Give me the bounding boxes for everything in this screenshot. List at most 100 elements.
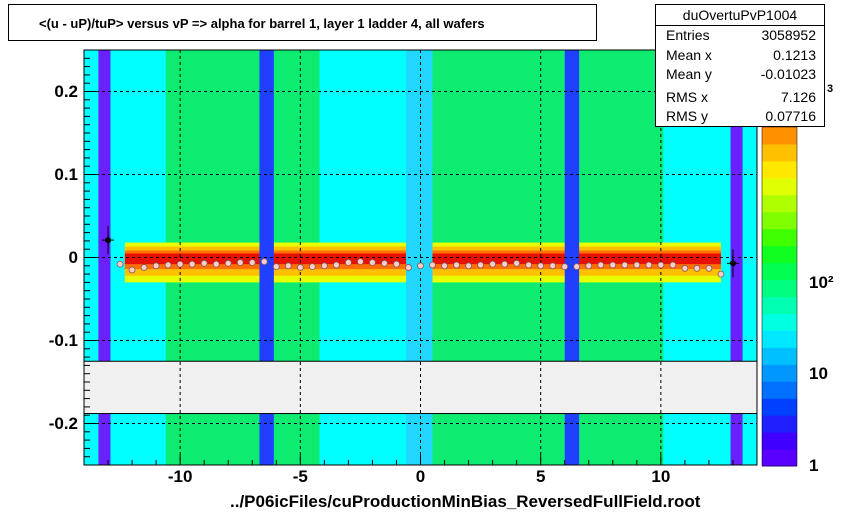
profile-point bbox=[296, 264, 304, 271]
profile-point bbox=[477, 261, 484, 269]
y-tick-label: -0.1 bbox=[48, 330, 78, 350]
profile-point bbox=[308, 263, 316, 271]
colorbar-segment bbox=[762, 415, 797, 433]
stats-histogram-name: duOvertuPvP1004 bbox=[656, 5, 824, 26]
colorbar-segment bbox=[762, 160, 797, 179]
profile-point bbox=[633, 261, 641, 269]
profile-point bbox=[597, 261, 605, 269]
y-tick-label: 0 bbox=[68, 247, 78, 267]
profile-point bbox=[200, 259, 208, 267]
x-tick-label: 5 bbox=[535, 467, 546, 486]
profile-point bbox=[212, 260, 220, 268]
stats-value: 7.126 bbox=[780, 89, 816, 105]
stats-row-rms-y: RMS y 0.07716 bbox=[666, 108, 816, 128]
x-tick-label: -5 bbox=[292, 467, 308, 486]
colorbar-segment bbox=[762, 279, 797, 297]
profile-point bbox=[164, 261, 172, 269]
profile-point bbox=[188, 260, 196, 268]
stats-label: Mean y bbox=[666, 66, 712, 82]
profile-point bbox=[525, 261, 533, 269]
colorbar-segment bbox=[762, 364, 797, 382]
colorbar-segment bbox=[762, 432, 797, 450]
profile-point bbox=[176, 260, 184, 268]
colorbar-tick-label: 10 bbox=[809, 364, 828, 384]
stats-row-mean-y: Mean y -0.01023 bbox=[666, 66, 816, 86]
profile-point bbox=[320, 262, 328, 270]
profile-point bbox=[417, 262, 424, 270]
profile-point bbox=[224, 259, 232, 267]
colorbar-segment bbox=[762, 347, 797, 365]
colorbar-segment bbox=[762, 211, 797, 230]
profile-point bbox=[669, 261, 677, 269]
colorbar-segment bbox=[762, 398, 797, 416]
profile-point bbox=[357, 258, 364, 266]
stats-label: Entries bbox=[666, 27, 710, 43]
colorbar-segment bbox=[762, 194, 797, 213]
profile-point bbox=[248, 259, 256, 266]
x-tick-label: 10 bbox=[651, 467, 671, 486]
profile-point bbox=[344, 259, 352, 266]
profile-point bbox=[260, 258, 268, 266]
profile-point bbox=[657, 261, 665, 269]
stats-value: 0.1213 bbox=[773, 47, 816, 63]
profile-point bbox=[441, 262, 448, 270]
y-tick-label: -0.2 bbox=[48, 413, 78, 433]
profile-point bbox=[393, 260, 400, 268]
stats-row-entries: Entries 3058952 bbox=[666, 27, 816, 47]
profile-point bbox=[561, 263, 569, 271]
profile-point bbox=[573, 263, 581, 271]
profile-point bbox=[465, 262, 472, 270]
stats-row-mean-x: Mean x 0.1213 bbox=[666, 47, 816, 67]
x-tick-label: -10 bbox=[167, 467, 193, 486]
stats-box: duOvertuPvP1004 Entries 3058952 Mean x 0… bbox=[655, 4, 825, 127]
profile-point bbox=[284, 262, 292, 270]
profile-point bbox=[549, 262, 557, 270]
colorbar-segment bbox=[762, 313, 797, 331]
profile-point bbox=[717, 270, 725, 278]
stats-value: -0.01023 bbox=[760, 66, 816, 82]
profile-point bbox=[453, 261, 460, 269]
profile-point bbox=[152, 262, 160, 270]
profile-point bbox=[369, 259, 376, 266]
colorbar-segment bbox=[762, 296, 797, 314]
profile-point bbox=[405, 264, 412, 271]
profile-point bbox=[645, 261, 653, 269]
profile-point bbox=[537, 262, 545, 270]
y-tick-label: 0.1 bbox=[54, 164, 78, 184]
colorbar-segment bbox=[762, 262, 797, 281]
colorbar-segment bbox=[762, 228, 797, 247]
stats-label: RMS y bbox=[666, 108, 708, 124]
profile-point bbox=[693, 264, 701, 272]
colorbar-tick-label: 1 bbox=[809, 456, 819, 475]
colorbar-segment bbox=[762, 245, 797, 264]
colorbar-segment bbox=[762, 177, 797, 196]
profile-point bbox=[128, 266, 136, 274]
profile-point bbox=[140, 264, 148, 271]
profile-point bbox=[729, 260, 736, 267]
chart-title: <(u - uP)/tuP> versus vP => alpha for ba… bbox=[39, 16, 485, 31]
colorbar-segment bbox=[762, 143, 797, 162]
profile-point bbox=[116, 260, 124, 268]
stats-label: Mean x bbox=[666, 47, 712, 63]
footer-filename: ../P06icFiles/cuProductionMinBias_Revers… bbox=[230, 492, 701, 511]
stats-value: 0.07716 bbox=[765, 108, 816, 124]
profile-point bbox=[332, 261, 340, 269]
profile-point bbox=[489, 260, 497, 268]
profile-point bbox=[501, 260, 509, 268]
profile-point bbox=[105, 237, 112, 244]
profile-point bbox=[429, 261, 436, 269]
colorbar-exponent-label: 3 bbox=[827, 83, 834, 95]
chart-title-box: <(u - uP)/tuP> versus vP => alpha for ba… bbox=[8, 4, 597, 41]
profile-point bbox=[236, 259, 244, 266]
colorbar-segment bbox=[762, 330, 797, 348]
profile-point bbox=[381, 259, 388, 267]
profile-point bbox=[609, 261, 617, 269]
colorbar-segment bbox=[762, 127, 797, 145]
colorbar-tick-label: 10² bbox=[809, 272, 834, 292]
colorbar-segment bbox=[762, 381, 797, 399]
profile-point bbox=[705, 264, 713, 272]
profile-point bbox=[621, 261, 629, 269]
stats-row-rms-x: RMS x 7.126 bbox=[666, 89, 816, 109]
stats-value: 3058952 bbox=[761, 27, 816, 43]
